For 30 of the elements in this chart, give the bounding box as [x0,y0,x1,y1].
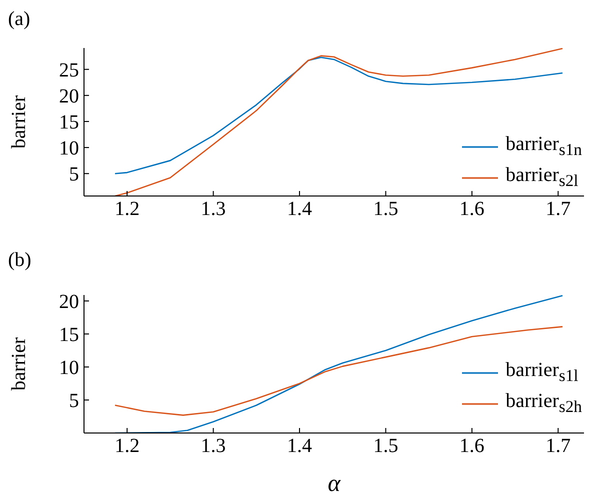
x-tick-label: 1.7 [546,435,571,458]
y-tick-label: 5 [69,164,79,186]
x-tick-label: 1.3 [200,435,226,458]
legend-label: barrier$_{s1n}$ [506,133,582,159]
y-tick-label: 15 [59,324,79,346]
y-tick-label: 10 [59,357,79,380]
x-tick-label: 1.5 [373,435,398,458]
y-axis-title: barrier [8,337,30,391]
x-tick-label: 1.6 [459,435,484,458]
x-tick-label: 1.7 [546,198,571,220]
y-tick-label: 10 [59,138,79,160]
x-tick-label: 1.3 [200,198,226,220]
x-tick-label: 1.4 [287,198,312,220]
x-tick-label: 1.2 [114,435,140,458]
y-axis-title: barrier [8,95,30,149]
x-tick-label: 1.2 [114,198,140,220]
y-tick-label: 20 [59,291,79,314]
y-tick-label: 20 [59,86,79,108]
y-tick-label: 25 [59,59,79,82]
y-tick-label: 5 [69,390,79,412]
legend-label: barrier$_{s2h}$ [506,390,582,416]
chart-title: (b) [8,249,32,272]
chart-title: (a) [8,8,30,31]
legend-label: barrier$_{s1l}$ [506,359,578,385]
x-axis-title: α [328,471,341,495]
x-tick-label: 1.4 [287,435,312,458]
legend-label: barrier$_{s2l}$ [506,164,578,190]
x-tick-label: 1.6 [459,198,484,220]
y-tick-label: 15 [59,112,79,134]
x-tick-label: 1.5 [373,198,398,220]
